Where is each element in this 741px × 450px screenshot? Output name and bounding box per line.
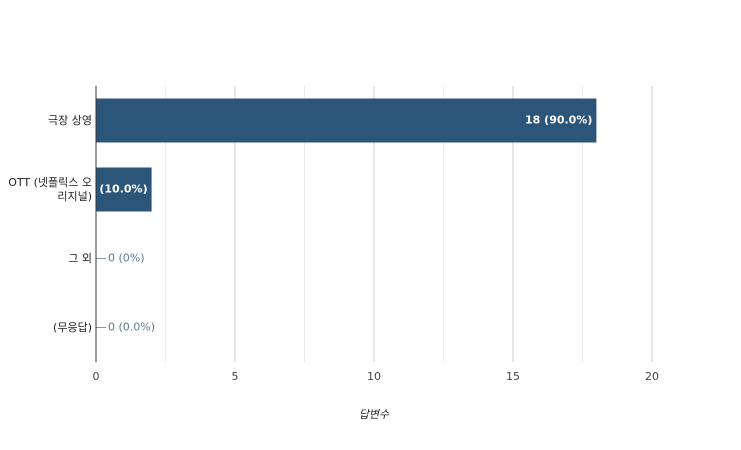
y-tick-label: OTT (넷플릭스 오리지널) — [8, 175, 92, 203]
value-label: 2 (10.0%) — [88, 183, 148, 196]
x-tick-label: 15 — [506, 370, 520, 383]
x-tick-label: 10 — [367, 370, 381, 383]
y-tick-label: 극장 상영 — [48, 113, 92, 127]
x-axis-label: 답변수 — [359, 408, 390, 421]
x-tick-label: 20 — [645, 370, 659, 383]
y-tick-label: 그 외 — [68, 251, 92, 265]
bar — [96, 167, 152, 212]
value-label: 0 (0%) — [108, 252, 145, 265]
x-tick-label: 5 — [232, 370, 239, 383]
value-label: 0 (0.0%) — [108, 321, 155, 334]
value-label: 18 (90.0%) — [525, 114, 592, 127]
bar — [96, 98, 597, 143]
y-tick-label: (무응답) — [53, 320, 92, 334]
x-tick-label: 0 — [93, 370, 100, 383]
